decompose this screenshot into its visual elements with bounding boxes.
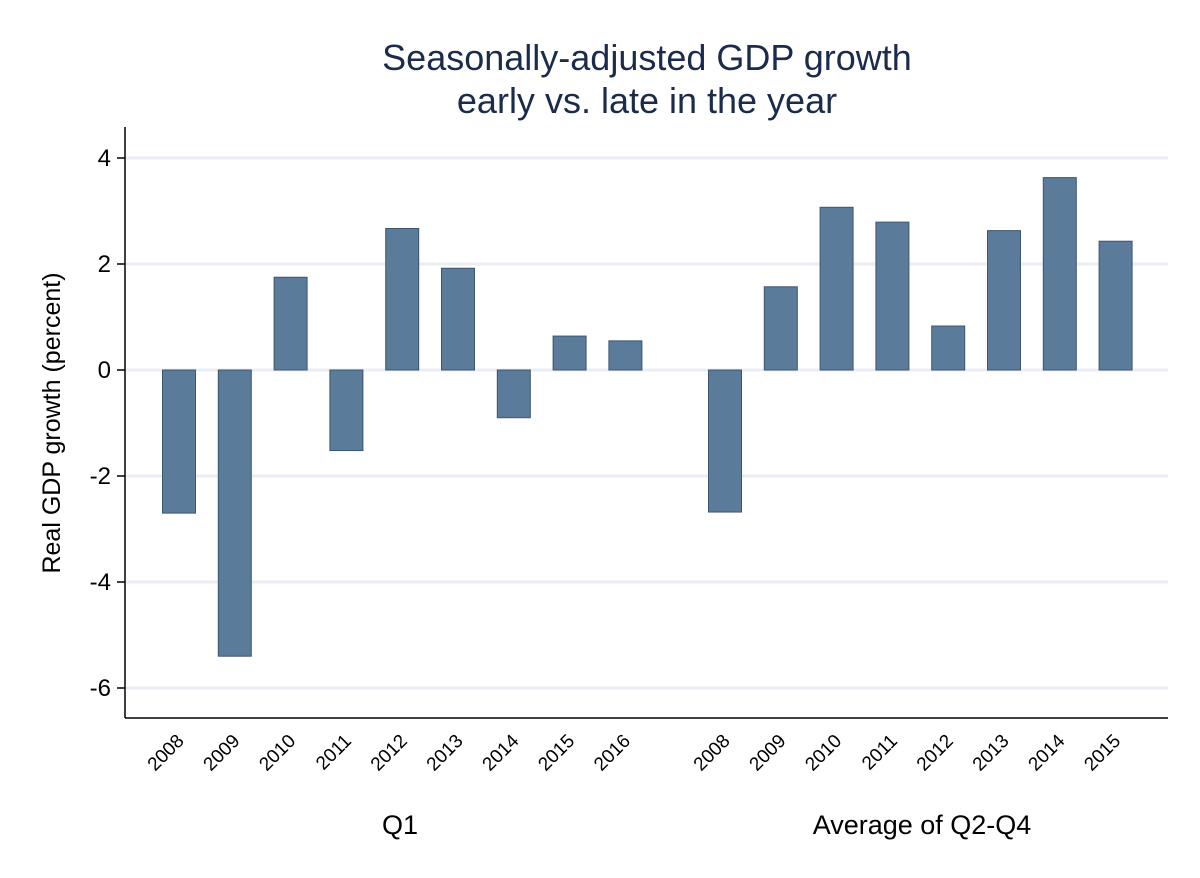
y-tick-label: 0 [98,357,111,384]
x-tick-label: 2011 [312,731,356,775]
x-tick-label: 2010 [801,731,846,776]
y-tick-label: -2 [90,463,111,490]
bar-q1-2014 [496,369,531,419]
x-tick-label: 2014 [1025,730,1070,775]
y-axis-label: Real GDP growth (percent) [38,272,66,573]
bar-avg-q2-q4-2009 [763,286,798,371]
bar-q1-2009 [217,369,252,657]
x-tick-label: 2009 [200,731,245,776]
bar-q1-2013 [441,267,475,371]
chart-title-line-1: Seasonally-adjusted GDP growth [382,37,912,78]
x-ticks: 2008 2009 2010 2011 2012 2013 2014 2015 2016 2008… [144,730,1125,775]
x-tick-label: 2011 [858,731,902,775]
group-label-q1: Q1 [382,810,418,840]
x-tick-label: 2015 [534,731,579,776]
x-tick-label: 2013 [969,731,1014,776]
bar-q1-2016 [608,340,643,371]
x-tick-label: 2008 [144,731,189,776]
y-tick-label: 2 [98,251,111,278]
y-tick-label: -6 [90,675,111,702]
bar-avg-q2-q4-2011 [875,221,910,371]
bar-avg-q2-q4-2014 [1042,177,1077,371]
bar-avg-q2-q4-2010 [819,206,854,371]
x-tick-label: 2016 [590,731,635,776]
bar-avg-q2-q4-2008 [708,369,742,513]
bars [162,177,1133,657]
y-ticks: 4 2 0 -2 -4 -6 [90,145,125,702]
bar-q1-2008 [162,369,196,514]
x-tick-label: 2010 [255,731,300,776]
y-tick-label: -4 [90,569,111,596]
chart-title-line-2: early vs. late in the year [457,80,837,121]
x-tick-label: 2012 [367,731,412,776]
bar-avg-q2-q4-2012 [931,325,966,371]
x-tick-label: 2012 [913,731,958,776]
bar-q1-2015 [552,335,587,371]
x-tick-label: 2008 [690,731,735,776]
bar-avg-q2-q4-2015 [1098,240,1133,371]
bar-q1-2011 [329,369,364,452]
x-tick-label: 2013 [423,731,468,776]
group-label-average-q2-q4: Average of Q2-Q4 [813,810,1032,840]
x-tick-label: 2015 [1080,731,1125,776]
x-tick-label: 2014 [479,730,524,775]
axes [124,127,1168,719]
bar-q1-2010 [273,276,308,371]
bar-q1-2012 [385,227,420,371]
y-tick-label: 4 [98,145,111,172]
bar-avg-q2-q4-2013 [987,230,1021,371]
x-tick-label: 2009 [746,731,791,776]
